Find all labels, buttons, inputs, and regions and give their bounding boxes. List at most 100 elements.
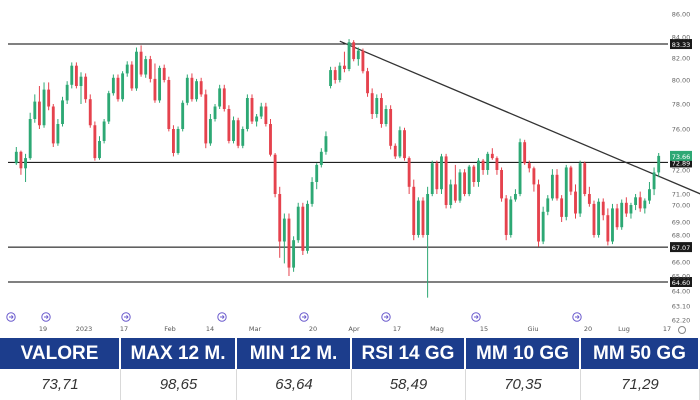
candle-body xyxy=(148,59,152,79)
candle-body xyxy=(384,109,388,124)
candle-body xyxy=(111,77,115,94)
event-arrow-icon xyxy=(9,315,14,319)
candle-body xyxy=(546,198,550,212)
level-label-bg xyxy=(670,277,692,287)
stats-header-row: VALORE MAX 12 M. MIN 12 M. RSI 14 GG MM … xyxy=(0,338,700,369)
x-tick-label: 20 xyxy=(584,325,592,333)
event-arrow-icon xyxy=(302,315,307,319)
candle-body xyxy=(282,218,286,242)
y-tick-label: 86.00 xyxy=(672,11,691,19)
candle-body xyxy=(208,119,212,144)
y-tick-label: 68.00 xyxy=(672,232,691,240)
x-tick-label: Apr xyxy=(348,325,360,333)
candle-body xyxy=(296,206,300,241)
candle-body xyxy=(84,76,88,100)
candle-body xyxy=(324,136,328,152)
candle-body xyxy=(319,151,323,165)
y-tick-label: 72.00 xyxy=(672,167,691,175)
level-label: 72.89 xyxy=(672,159,691,167)
trendline xyxy=(339,40,700,195)
level-label: 67.07 xyxy=(672,244,691,252)
candle-body xyxy=(416,200,420,235)
y-tick-label: 71.00 xyxy=(672,191,691,199)
x-tick-label: 2023 xyxy=(76,325,93,333)
candle-body xyxy=(643,200,647,209)
candle-body xyxy=(315,164,319,182)
candle-body xyxy=(550,174,554,199)
candle-body xyxy=(569,167,573,192)
header-min-12m: MIN 12 M. xyxy=(237,338,352,369)
candle-body xyxy=(51,106,55,144)
level-label-bg xyxy=(670,242,692,253)
candle-body xyxy=(430,163,434,194)
candle-body xyxy=(42,89,46,126)
x-tick-label: 17 xyxy=(663,325,671,333)
candle-body xyxy=(153,78,157,101)
candle-body xyxy=(33,101,37,119)
candle-body xyxy=(255,116,259,122)
candle-body xyxy=(158,67,162,101)
y-tick-label: 82.00 xyxy=(672,55,691,63)
candle-body xyxy=(407,158,411,187)
candle-body xyxy=(453,184,457,201)
candle-body xyxy=(213,106,217,119)
candle-body xyxy=(176,129,180,153)
candle-body xyxy=(125,64,129,74)
level-label: 64.60 xyxy=(672,279,691,287)
candle-body xyxy=(47,89,51,107)
y-tick-label: 78.00 xyxy=(672,101,691,109)
y-tick-label: 66.00 xyxy=(672,259,691,267)
y-tick-label: 64.00 xyxy=(672,288,691,296)
candle-body xyxy=(537,184,540,242)
candle-body xyxy=(435,163,439,190)
event-arrow-icon xyxy=(384,315,389,319)
candle-body xyxy=(560,198,564,217)
last-price-label: 73.66 xyxy=(672,153,691,161)
candle-body xyxy=(185,77,189,103)
value-min-12m: 63,64 xyxy=(237,369,352,400)
candle-body xyxy=(527,163,531,169)
y-tick-label: 76.00 xyxy=(672,126,691,134)
x-tick-label: 17 xyxy=(120,325,128,333)
candle-body xyxy=(139,51,143,75)
x-tick-label: 14 xyxy=(206,325,214,333)
value-mm-10gg: 70,35 xyxy=(466,369,581,400)
price-chart: 83.33 72.89 67.07 64.60 86.00 84.00 82.00 80.00… xyxy=(6,11,700,334)
candle-body xyxy=(393,145,397,157)
x-tick-label: 15 xyxy=(480,325,488,333)
candle-body xyxy=(278,194,282,242)
candle-body xyxy=(338,65,342,80)
header-max-12m: MAX 12 M. xyxy=(121,338,237,369)
candle-body xyxy=(144,59,148,75)
candle-body xyxy=(287,218,291,268)
candle-body xyxy=(370,93,374,114)
candle-body xyxy=(620,202,624,228)
event-arrow-icon xyxy=(220,315,225,319)
candle-body xyxy=(61,100,64,124)
candle-body xyxy=(292,240,296,268)
candle-body xyxy=(624,202,628,214)
candle-body xyxy=(463,172,467,194)
candle-body xyxy=(486,153,490,170)
candle-body xyxy=(310,182,314,204)
candle-body xyxy=(615,208,619,228)
stats-value-row: 73,71 98,65 63,64 58,49 70,35 71,29 xyxy=(0,369,700,400)
x-tick-label: 17 xyxy=(393,325,401,333)
candle-body xyxy=(269,124,272,155)
candle-body xyxy=(458,172,462,201)
candle-body xyxy=(236,120,240,146)
candle-body xyxy=(333,70,337,80)
candle-body xyxy=(601,201,605,216)
candle-body xyxy=(481,160,485,170)
candle-body xyxy=(56,124,60,144)
candle-body xyxy=(74,65,78,86)
candle-body xyxy=(347,42,351,69)
header-mm-50gg: MM 50 GG xyxy=(581,338,700,369)
settings-icon xyxy=(678,326,686,334)
candle-body xyxy=(162,67,166,80)
y-tick-label: 84.00 xyxy=(672,34,691,42)
candle-body xyxy=(555,174,559,199)
last-price-tag xyxy=(670,150,692,161)
header-rsi-14gg: RSI 14 GG xyxy=(352,338,466,369)
candle-body xyxy=(19,151,23,169)
